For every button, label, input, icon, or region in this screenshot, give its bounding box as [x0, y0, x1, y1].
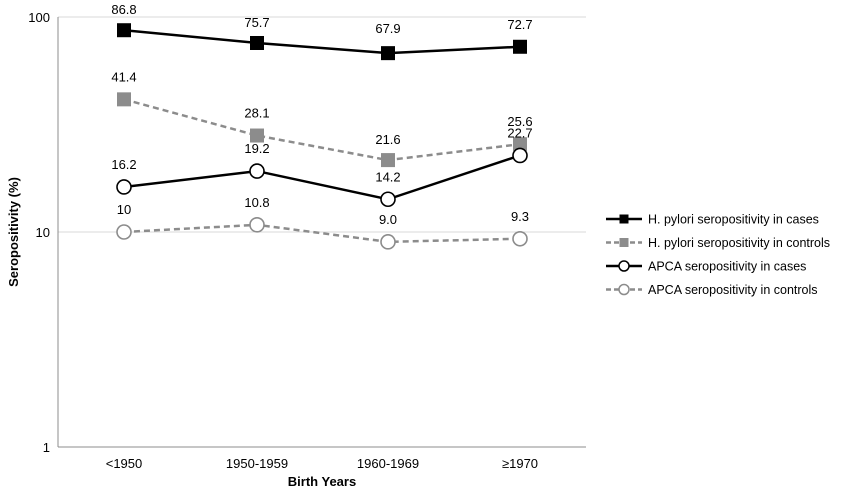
series-2 [117, 92, 527, 168]
legend-swatch-marker [618, 283, 630, 296]
data-point [116, 179, 132, 195]
legend-item: H. pylori seropositivity in controls [606, 236, 830, 250]
legend-item: APCA seropositivity in cases [606, 260, 806, 274]
y-axis-title: Seropositivity (%) [6, 177, 21, 287]
data-label: 9.0 [379, 212, 397, 227]
data-point [512, 230, 528, 247]
data-label: 14.2 [375, 169, 400, 184]
series-line [123, 28, 521, 55]
series-1 [117, 23, 527, 61]
data-point [249, 217, 265, 233]
x-tick-label: 1950-1959 [226, 456, 288, 471]
data-point [513, 39, 527, 54]
legend-label: H. pylori seropositivity in cases [648, 213, 819, 227]
y-tick-label: 100 [28, 10, 50, 25]
y-tick-label: 10 [36, 225, 50, 240]
legend-label: H. pylori seropositivity in controls [648, 236, 830, 250]
x-tick-label: <1950 [106, 456, 143, 471]
data-label: 10.8 [244, 195, 269, 210]
series-3 [116, 147, 528, 208]
data-point [512, 147, 528, 164]
data-point [250, 35, 264, 50]
data-label: 25.6 [507, 114, 532, 129]
data-point [380, 191, 396, 208]
data-point [117, 23, 131, 38]
legend-item: APCA seropositivity in controls [606, 283, 818, 297]
data-point [381, 153, 395, 168]
data-label: 19.2 [244, 141, 269, 156]
series-line [123, 98, 521, 162]
legend: H. pylori seropositivity in cases H. pylo… [606, 213, 830, 297]
x-axis-title: Birth Years [288, 474, 356, 489]
legend-swatch-marker [619, 238, 629, 247]
legend-label: APCA seropositivity in cases [648, 260, 806, 274]
legend-item: H. pylori seropositivity in cases [606, 213, 819, 227]
axes [57, 17, 586, 448]
data-label: 67.9 [375, 21, 400, 36]
legend-swatch-marker [618, 260, 630, 272]
data-label: 9.3 [511, 209, 529, 224]
data-label: 28.1 [244, 106, 269, 121]
x-tick-label: 1960-1969 [357, 456, 419, 471]
data-labels: 86.8 75.7 67.9 72.7 41.4 28.1 21.6 25.6 16.2 19.2… [111, 2, 532, 227]
legend-label: APCA seropositivity in controls [648, 283, 818, 297]
data-label: 10 [117, 202, 131, 217]
x-tick-label: ≥1970 [502, 456, 538, 471]
data-point [250, 128, 264, 143]
data-label: 41.4 [111, 69, 136, 84]
data-label: 22.7 [507, 125, 532, 140]
data-label: 72.7 [507, 17, 532, 32]
data-point [249, 163, 265, 179]
series-line [123, 154, 521, 201]
data-point [117, 92, 131, 107]
y-tick-label: 1 [43, 440, 50, 455]
data-label: 86.8 [111, 2, 136, 17]
series [116, 23, 528, 250]
data-label: 21.6 [375, 132, 400, 147]
series-4 [116, 217, 528, 250]
data-point [380, 234, 396, 250]
series-line [123, 223, 521, 244]
x-tick-labels: <1950 1950-1959 1960-1969 ≥1970 [106, 456, 538, 471]
data-point [381, 46, 395, 61]
data-label: 16.2 [111, 157, 136, 172]
data-point [116, 224, 132, 240]
legend-swatch-marker [619, 214, 629, 224]
data-label: 75.7 [244, 15, 269, 30]
y-tick-labels: 1 10 100 [28, 10, 50, 455]
